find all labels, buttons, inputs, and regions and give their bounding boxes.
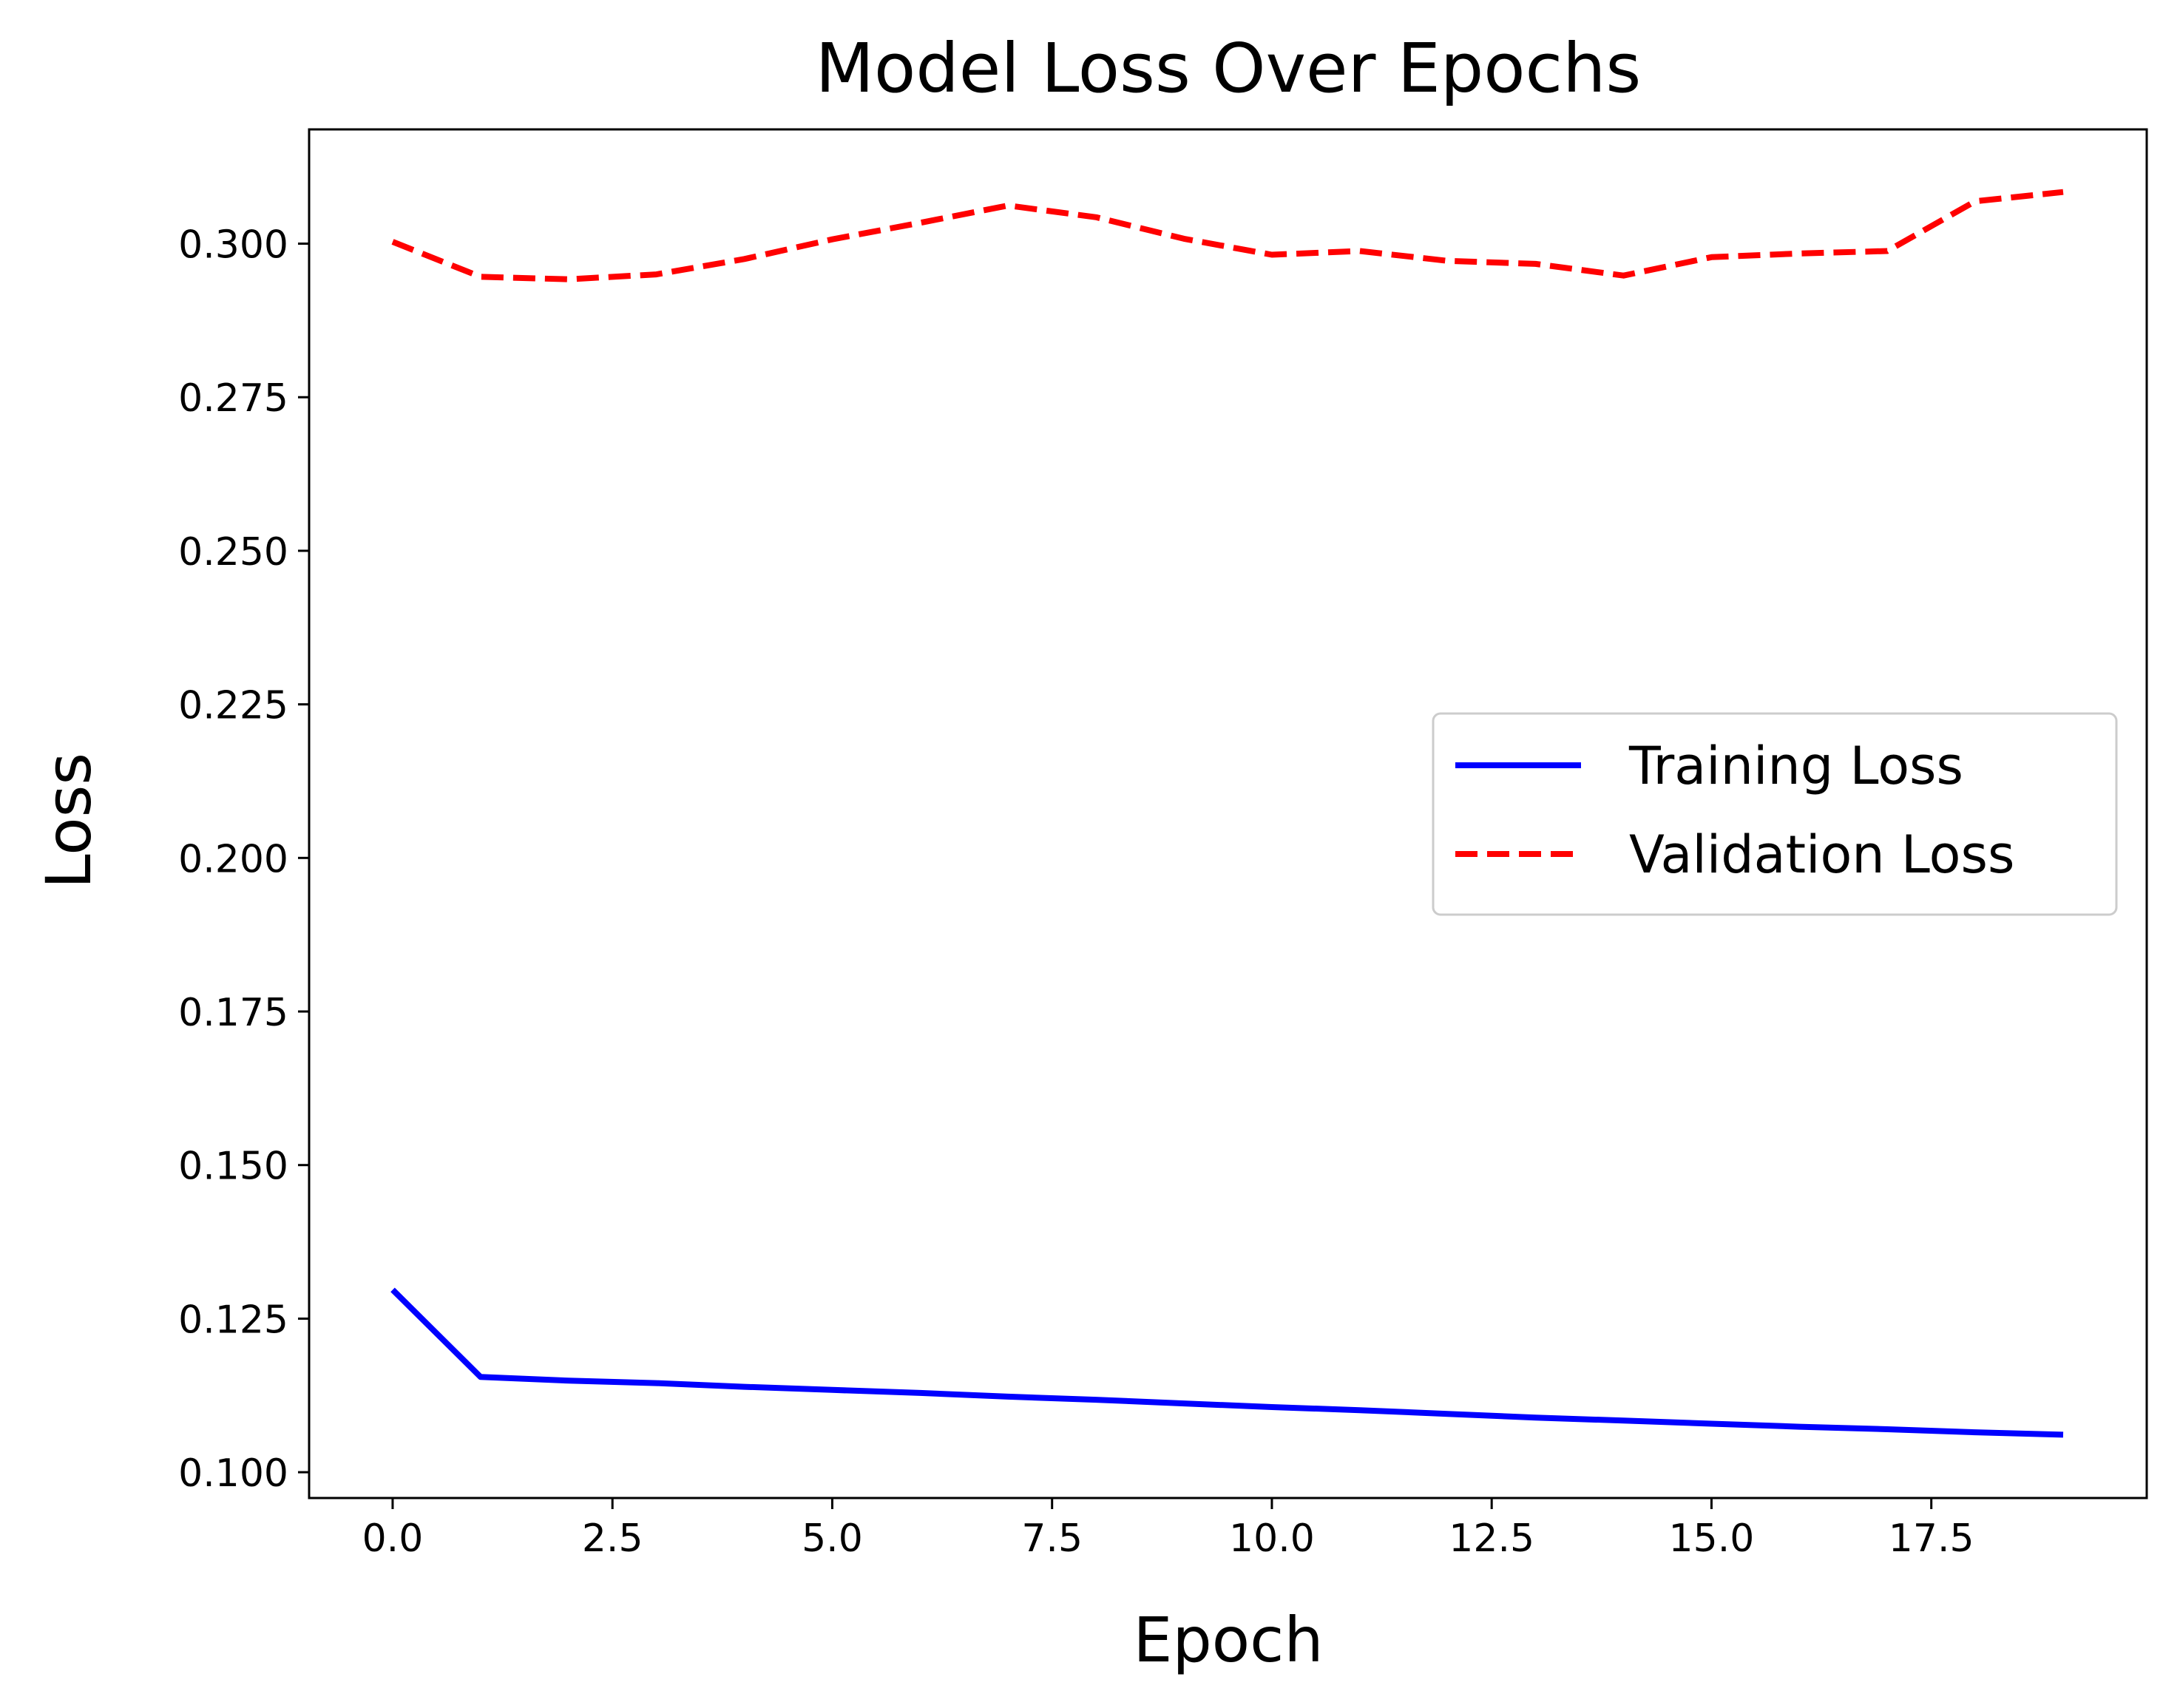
x-axis-label: Epoch	[1133, 1604, 1323, 1676]
x-tick-label: 15.0	[1669, 1516, 1755, 1561]
chart-title: Model Loss Over Epochs	[816, 29, 1642, 108]
x-tick-label: 17.5	[1889, 1516, 1974, 1561]
x-tick-label: 12.5	[1449, 1516, 1534, 1561]
x-tick-label: 7.5	[1021, 1516, 1083, 1561]
y-tick-label: 0.275	[178, 376, 288, 421]
legend-box	[1432, 712, 2118, 916]
axes-frame	[308, 128, 2148, 1499]
y-axis-label: Loss	[33, 753, 105, 889]
x-tick-label: 5.0	[802, 1516, 863, 1561]
y-tick-label: 0.200	[178, 837, 288, 881]
series-line-training-loss	[390, 1287, 2064, 1438]
legend-label-validation-loss: Validation Loss	[1629, 824, 2014, 885]
x-tick-label: 10.0	[1229, 1516, 1315, 1561]
y-tick-label: 0.250	[178, 530, 288, 575]
x-tick-label: 2.5	[582, 1516, 643, 1561]
x-tick-label: 0.0	[362, 1516, 424, 1561]
y-tick-label: 0.125	[178, 1298, 288, 1342]
chart-legend: Training Loss Validation Loss	[1432, 712, 2118, 916]
y-tick-label: 0.175	[178, 991, 288, 1035]
series-line-validation-loss	[391, 189, 2064, 282]
plot-area: 0.0 2.5 5.0 7.5 10.0 12.5 15.0 17.5 0.100 0.125 0.…	[178, 128, 2148, 1561]
y-tick-label: 0.150	[178, 1145, 288, 1189]
legend-label-training-loss: Training Loss	[1628, 736, 1963, 796]
y-tick-label: 0.300	[178, 223, 288, 268]
y-tick-label: 0.100	[178, 1451, 288, 1496]
y-tick-label: 0.225	[178, 684, 288, 728]
